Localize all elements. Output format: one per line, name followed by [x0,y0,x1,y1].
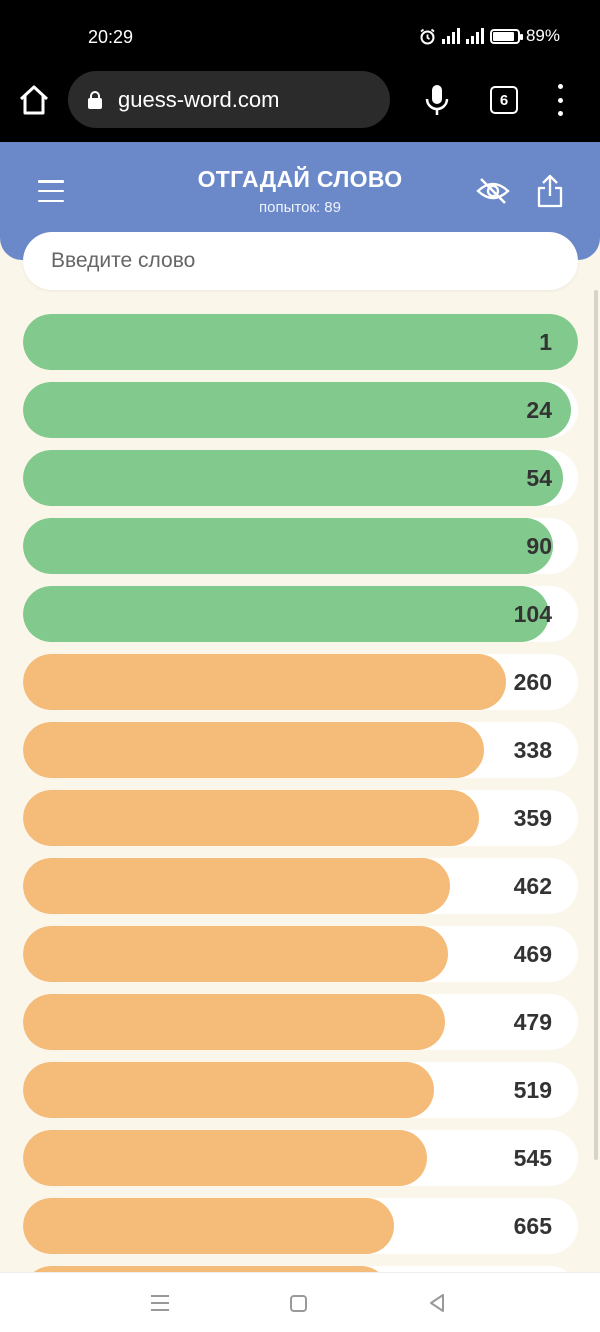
nav-back-icon[interactable] [427,1293,447,1313]
similarity-bar [23,994,445,1050]
battery-text: 89% [525,26,560,45]
guess-row[interactable]: 665 [23,1198,578,1254]
guess-rank: 519 [513,1077,552,1103]
guess-list: 1 24 54 90 104 260 338 359 462 469 479 519 545 665 [23,314,578,1272]
guess-row[interactable]: 519 [23,1062,578,1118]
status-time: 20:29 [88,27,134,47]
guess-rank: 54 [526,465,552,491]
guess-row[interactable]: 469 [23,926,578,982]
guess-rank: 359 [513,805,552,831]
guess-rank: 545 [513,1145,552,1171]
tab-count: 6 [499,91,509,109]
browser-toolbar: guess-word.com 6 [0,70,600,142]
guess-rank: 260 [513,669,552,695]
guess-row[interactable]: 54 [23,450,578,506]
similarity-bar [23,1062,434,1118]
scrollbar[interactable] [594,290,598,1160]
signal-icon-2 [465,28,484,44]
battery-level [492,31,515,41]
guess-row[interactable] [23,1266,578,1272]
lock-icon [88,90,102,109]
nav-menu-icon[interactable] [151,1295,169,1311]
guess-row[interactable]: 359 [23,790,578,846]
system-nav-bar [0,1272,600,1332]
guess-rank: 104 [513,601,552,627]
guess-row[interactable]: 90 [23,518,578,574]
guess-rank: 338 [513,737,552,763]
menu-icon[interactable] [38,180,64,202]
similarity-bar [23,722,484,778]
guess-row[interactable]: 338 [23,722,578,778]
similarity-bar [23,1198,394,1254]
guess-rank: 462 [513,873,552,899]
similarity-bar [23,518,553,574]
signal-icon [441,28,460,44]
guess-row[interactable]: 479 [23,994,578,1050]
similarity-bar [23,926,448,982]
alarm-icon [420,28,435,44]
similarity-bar [23,586,549,642]
mic-icon[interactable] [420,82,454,118]
eye-off-icon[interactable] [476,176,510,206]
guess-row[interactable]: 260 [23,654,578,710]
guess-row[interactable]: 545 [23,1130,578,1186]
tabs-button[interactable]: 6 [490,86,518,114]
attempts-counter: попыток: 89 [259,199,341,216]
nav-home-icon[interactable] [290,1295,307,1312]
word-input[interactable] [23,232,578,290]
similarity-bar [23,858,450,914]
more-icon[interactable] [552,84,568,116]
guess-rank: 90 [526,533,552,559]
status-icons: 89% [419,26,560,46]
similarity-bar [23,382,571,438]
battery-icon [489,28,523,44]
similarity-bar [23,450,563,506]
similarity-bar [23,314,578,370]
url-bar[interactable]: guess-word.com [68,71,390,128]
guess-row[interactable]: 24 [23,382,578,438]
similarity-bar [23,654,506,710]
guess-row[interactable]: 104 [23,586,578,642]
page-title: ОТГАДАЙ СЛОВО [197,166,403,192]
guess-rank: 1 [539,329,552,355]
share-icon[interactable] [536,174,564,208]
guess-rank: 479 [513,1009,552,1035]
guess-row[interactable]: 462 [23,858,578,914]
guess-row[interactable]: 1 [23,314,578,370]
status-bar: 20:29 89% [0,0,600,70]
similarity-bar [23,790,479,846]
url-text: guess-word.com [118,86,280,112]
guess-rank: 24 [526,397,552,423]
guess-rank: 469 [513,941,552,967]
guess-rank: 665 [513,1213,552,1239]
similarity-bar [23,1130,427,1186]
similarity-bar [23,1266,389,1272]
home-icon[interactable] [16,82,52,118]
